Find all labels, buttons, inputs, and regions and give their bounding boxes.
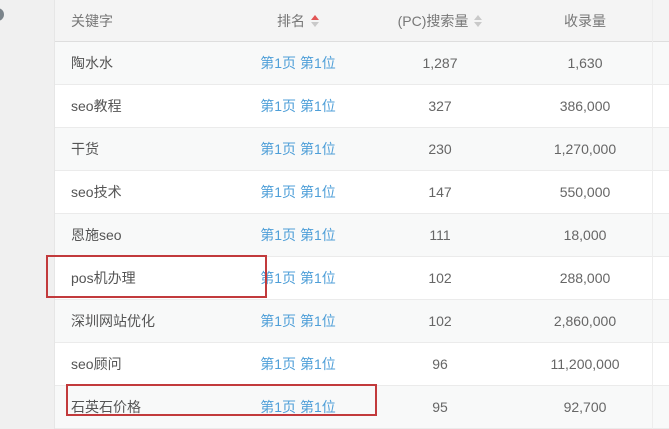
indexed-volume: 386,000 <box>559 98 611 114</box>
column-header-keyword: 关键字 <box>55 11 233 31</box>
keyword-text: 石英石价格 <box>71 399 141 415</box>
pc-search-volume: 111 <box>429 227 451 243</box>
rank-link[interactable]: 第1页 第1位 <box>260 141 336 157</box>
pc-search-volume: 147 <box>428 184 452 200</box>
column-header-indexed_volume: 收录量 <box>517 11 653 31</box>
table-column-divider <box>652 0 653 429</box>
indexed-volume: 18,000 <box>563 227 607 243</box>
column-header-label: 收录量 <box>564 12 606 29</box>
indexed-volume: 1,630 <box>567 55 603 71</box>
rank-link[interactable]: 第1页 第1位 <box>260 356 336 372</box>
table-row: 石英石价格 第1页 第1位 95 92,700 <box>55 386 669 429</box>
keyword-text: seo教程 <box>71 98 122 114</box>
sort-arrows-icon[interactable] <box>474 14 483 27</box>
pc-search-volume: 327 <box>428 98 452 114</box>
indexed-volume: 1,270,000 <box>553 141 617 157</box>
rank-link[interactable]: 第1页 第1位 <box>260 55 336 71</box>
table-row: 恩施seo 第1页 第1位 111 18,000 <box>55 214 669 257</box>
column-header-label: 关键字 <box>71 12 113 29</box>
rank-link[interactable]: 第1页 第1位 <box>260 270 336 286</box>
indexed-volume: 550,000 <box>559 184 611 200</box>
rank-link[interactable]: 第1页 第1位 <box>260 184 336 200</box>
pc-search-volume: 95 <box>432 399 448 415</box>
sort-arrows-icon[interactable] <box>311 14 319 27</box>
indexed-volume: 11,200,000 <box>550 356 620 372</box>
rank-link[interactable]: 第1页 第1位 <box>260 98 336 114</box>
table-row: pos机办理 第1页 第1位 102 288,000 <box>55 257 669 300</box>
keyword-text: 深圳网站优化 <box>71 313 155 329</box>
table-row: 深圳网站优化 第1页 第1位 102 2,860,000 <box>55 300 669 343</box>
indexed-volume: 288,000 <box>559 270 611 286</box>
column-header-pc_search_volume[interactable]: (PC)搜索量 <box>363 11 517 31</box>
table-row: seo教程 第1页 第1位 327 386,000 <box>55 85 669 128</box>
rank-link[interactable]: 第1页 第1位 <box>260 313 336 329</box>
rank-link[interactable]: 第1页 第1位 <box>260 399 336 415</box>
table-row: seo顾问 第1页 第1位 96 11,200,000 <box>55 343 669 386</box>
indexed-volume: 2,860,000 <box>553 313 617 329</box>
column-header-label: 排名 <box>277 12 305 29</box>
table-row: seo技术 第1页 第1位 147 550,000 <box>55 171 669 214</box>
column-header-rank[interactable]: 排名 <box>233 11 363 31</box>
keyword-text: pos机办理 <box>71 270 136 286</box>
pc-search-volume: 102 <box>428 313 452 329</box>
table-row: 陶水水 第1页 第1位 1,287 1,630 <box>55 42 669 85</box>
keyword-text: seo顾问 <box>71 356 122 372</box>
avatar-fragment-icon <box>0 8 4 21</box>
keyword-text: 恩施seo <box>71 227 122 243</box>
pc-search-volume: 230 <box>428 141 452 157</box>
table-body: 陶水水 第1页 第1位 1,287 1,630 seo教程 第1页 第1位 327 386,0… <box>55 42 669 429</box>
keyword-text: 陶水水 <box>71 55 113 71</box>
rank-link[interactable]: 第1页 第1位 <box>260 227 336 243</box>
indexed-volume: 92,700 <box>563 399 607 415</box>
table-header-row: 关键字 排名 (PC)搜索量 收录量 <box>55 0 669 42</box>
keyword-text: seo技术 <box>71 184 122 200</box>
keyword-ranking-table: 关键字 排名 (PC)搜索量 收录量 陶水水 第1页 第1位 1,287 1,630 seo教… <box>54 0 669 429</box>
pc-search-volume: 102 <box>428 270 452 286</box>
keyword-text: 干货 <box>71 141 99 157</box>
table-row: 干货 第1页 第1位 230 1,270,000 <box>55 128 669 171</box>
pc-search-volume: 1,287 <box>422 55 458 71</box>
pc-search-volume: 96 <box>432 356 448 372</box>
column-header-label: (PC)搜索量 <box>397 12 469 29</box>
